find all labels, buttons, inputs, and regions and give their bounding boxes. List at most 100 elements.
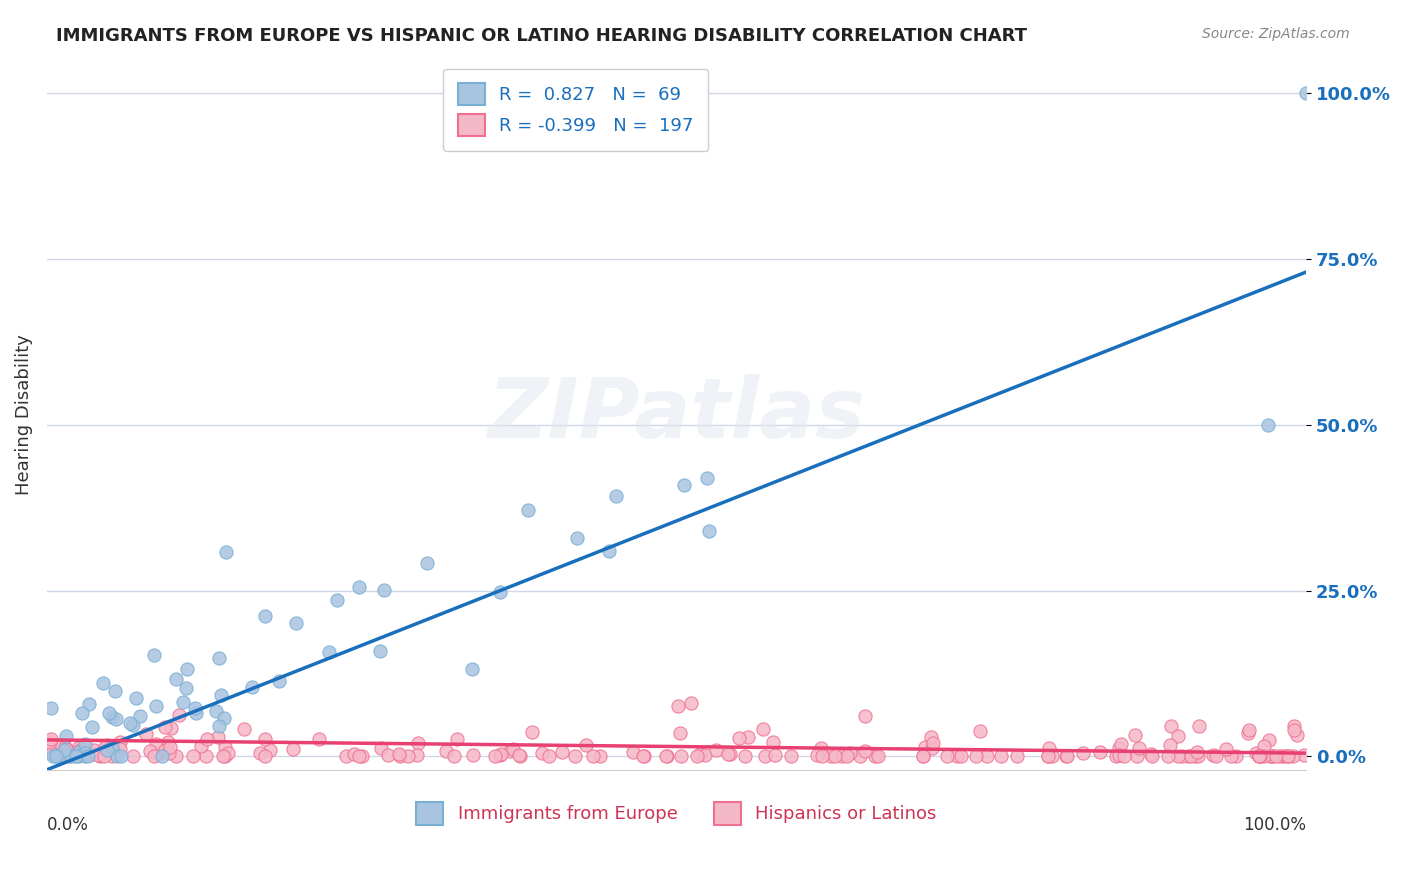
Point xyxy=(80,720,103,734)
Point xyxy=(1056,749,1078,764)
Point xyxy=(53,743,76,757)
Point xyxy=(350,749,373,764)
Point xyxy=(1187,749,1209,764)
Point xyxy=(108,742,131,756)
Point xyxy=(868,749,890,764)
Point xyxy=(405,747,427,762)
Point xyxy=(101,739,124,754)
Point xyxy=(281,742,304,756)
Point xyxy=(1185,745,1208,759)
Point xyxy=(146,747,169,761)
Text: 0.0%: 0.0% xyxy=(46,816,89,834)
Text: 100.0%: 100.0% xyxy=(1243,816,1306,834)
Point xyxy=(489,585,512,599)
Point xyxy=(389,749,412,764)
Point xyxy=(509,749,531,764)
Point xyxy=(46,749,69,764)
Point xyxy=(565,532,588,546)
Point xyxy=(181,749,204,764)
Point xyxy=(150,749,173,764)
Point xyxy=(253,608,276,623)
Legend: Immigrants from Europe, Hispanics or Latinos: Immigrants from Europe, Hispanics or Lat… xyxy=(409,796,943,831)
Point xyxy=(689,747,711,762)
Point xyxy=(73,746,96,760)
Point xyxy=(1253,739,1275,753)
Point xyxy=(370,741,392,756)
Point xyxy=(96,738,118,752)
Point xyxy=(950,749,973,764)
Point xyxy=(347,749,370,764)
Point xyxy=(1126,749,1149,764)
Point xyxy=(1167,749,1189,764)
Point xyxy=(284,615,307,630)
Point xyxy=(489,747,512,761)
Point xyxy=(488,747,510,762)
Point xyxy=(863,749,886,764)
Point xyxy=(135,727,157,741)
Point xyxy=(176,662,198,676)
Point xyxy=(416,556,439,570)
Point xyxy=(1205,749,1227,764)
Point xyxy=(42,749,65,764)
Point xyxy=(77,697,100,711)
Point xyxy=(406,736,429,750)
Point xyxy=(58,748,80,763)
Text: Source: ZipAtlas.com: Source: ZipAtlas.com xyxy=(1202,27,1350,41)
Point xyxy=(110,749,132,764)
Point xyxy=(214,740,236,755)
Point xyxy=(41,746,63,760)
Point xyxy=(368,644,391,658)
Point xyxy=(122,749,145,764)
Point xyxy=(762,735,785,749)
Point xyxy=(124,691,146,706)
Point xyxy=(67,749,90,764)
Point xyxy=(93,676,115,690)
Point xyxy=(693,748,716,763)
Point xyxy=(396,748,419,763)
Point xyxy=(214,749,236,764)
Point xyxy=(1249,749,1271,764)
Point xyxy=(1268,749,1291,764)
Point xyxy=(1285,728,1308,742)
Point xyxy=(1277,749,1299,764)
Point xyxy=(1249,749,1271,764)
Point xyxy=(806,747,828,762)
Point xyxy=(810,741,832,756)
Point xyxy=(1114,749,1136,764)
Point xyxy=(186,706,208,721)
Point xyxy=(1261,749,1284,764)
Point xyxy=(763,747,786,762)
Point xyxy=(70,706,93,720)
Point xyxy=(551,745,574,759)
Point xyxy=(94,739,117,754)
Text: ZIPatlas: ZIPatlas xyxy=(488,374,866,455)
Point xyxy=(1282,723,1305,737)
Point xyxy=(831,749,853,764)
Point xyxy=(205,704,228,718)
Point xyxy=(517,503,540,517)
Point xyxy=(49,748,72,763)
Point xyxy=(249,747,271,761)
Point xyxy=(190,739,212,753)
Point xyxy=(751,723,773,737)
Point xyxy=(1282,749,1305,764)
Point xyxy=(104,683,127,698)
Point xyxy=(160,721,183,735)
Point xyxy=(165,672,187,686)
Point xyxy=(254,732,277,747)
Point xyxy=(718,747,741,761)
Point xyxy=(75,737,97,751)
Point xyxy=(1038,741,1060,756)
Point xyxy=(75,739,97,753)
Point xyxy=(737,730,759,744)
Point xyxy=(55,729,77,743)
Point xyxy=(39,701,62,715)
Point xyxy=(128,708,150,723)
Point xyxy=(1040,749,1063,764)
Point xyxy=(696,470,718,484)
Point xyxy=(1171,749,1194,764)
Point xyxy=(253,749,276,764)
Point xyxy=(1253,749,1275,764)
Point xyxy=(53,747,76,762)
Point xyxy=(657,749,679,764)
